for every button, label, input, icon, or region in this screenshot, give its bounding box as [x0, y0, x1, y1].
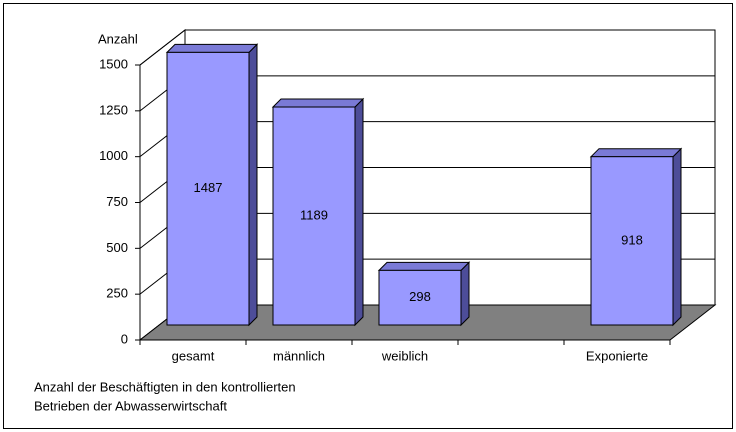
bar [166, 51, 250, 326]
bar-top [377, 261, 471, 271]
y-tick-label: 500 [106, 240, 128, 255]
x-tick-label: männlich [273, 348, 325, 363]
y-tick-label: 1500 [99, 56, 128, 71]
caption-line: Anzahl der Beschäftigten in den kontroll… [34, 379, 296, 394]
x-tick-label: gesamt [172, 348, 215, 363]
grid-line [139, 29, 715, 66]
bar [590, 156, 674, 326]
y-tick-label: 0 [121, 331, 128, 346]
y-tick-label: 250 [106, 286, 128, 301]
bar-side [248, 43, 258, 327]
caption-line: Betrieben der Abwasserwirtschaft [34, 398, 227, 413]
bar [378, 269, 462, 326]
bar-side [354, 97, 364, 327]
value-label: 1487 [194, 180, 223, 195]
bar-top [271, 98, 365, 108]
value-label: 298 [409, 289, 431, 304]
x-tick-label: weiblich [381, 348, 428, 363]
x-tick-label: Exponierte [586, 348, 648, 363]
y-tick-label: 1250 [99, 102, 128, 117]
value-label: 1189 [300, 207, 328, 222]
y-tick-label: 1000 [99, 148, 128, 163]
bar-side [460, 261, 470, 327]
y-tick-label: 750 [106, 194, 128, 209]
bar-top [165, 43, 259, 53]
y-axis-label: Anzahl [98, 31, 138, 46]
bar-top [589, 148, 683, 158]
bar-side [672, 147, 682, 327]
value-label: 918 [621, 232, 643, 247]
bar [272, 106, 356, 326]
